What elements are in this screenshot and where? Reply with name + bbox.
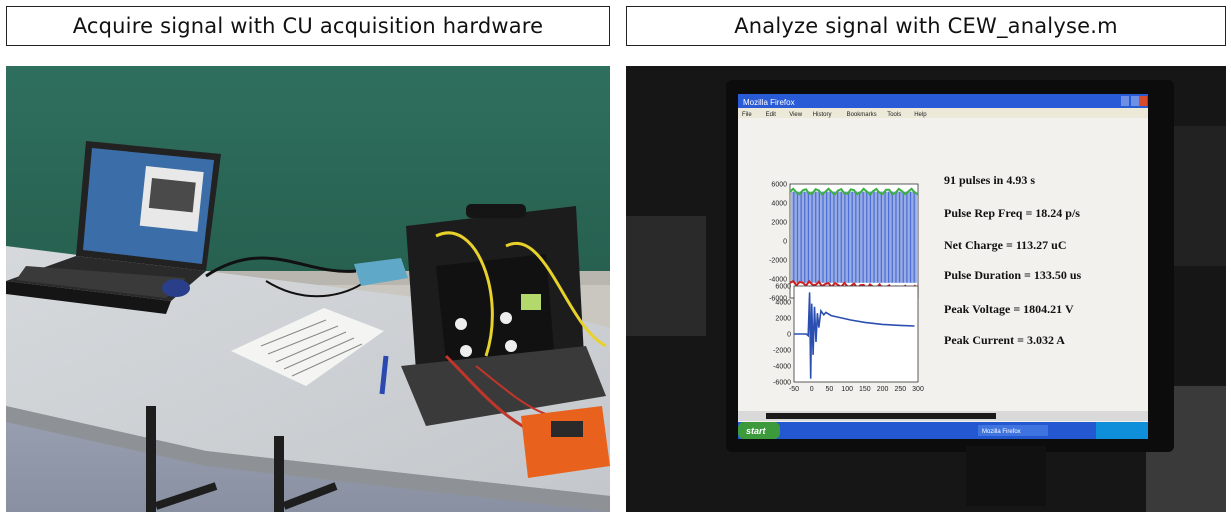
upper-envelope	[789, 187, 919, 196]
y-tick-label: 6000	[771, 182, 787, 189]
photo-analysis-monitor: Mozilla Firefox File Edit View History Bookm…	[626, 66, 1226, 512]
x-tick-label: 150	[859, 386, 871, 393]
taskbar-item	[978, 425, 1048, 436]
x-tick-label: 50	[826, 386, 834, 393]
x-tick-label: -50	[789, 386, 799, 393]
y-tick-label: -2000	[769, 258, 787, 265]
y-tick-label: 2000	[775, 316, 791, 323]
start-button	[738, 422, 780, 439]
laptop	[6, 141, 221, 314]
system-tray	[1096, 422, 1148, 439]
interface-box	[354, 258, 408, 286]
monitor-stand	[966, 446, 1046, 506]
menu-items: File Edit View History Bookmarks Tools Help	[742, 112, 927, 118]
taskbar	[738, 422, 1148, 439]
x-tick-label: 100	[841, 386, 853, 393]
results-panel: 91 pulses in 4.93 s Pulse Rep Freq = 18.2…	[944, 173, 1082, 347]
y-tick-label: -4000	[769, 277, 787, 284]
window-title-bar	[738, 94, 1148, 108]
y-tick-label: 2000	[771, 220, 787, 227]
analysis-scene: Mozilla Firefox File Edit View History Bookm…	[626, 66, 1226, 512]
y-tick-label: 4000	[771, 201, 787, 208]
pen	[379, 355, 389, 395]
menu-bar	[738, 108, 1148, 118]
menu-item[interactable]: View	[789, 112, 803, 118]
x-tick-label: 200	[877, 386, 889, 393]
menu-item[interactable]: File	[742, 112, 752, 118]
caption-acquire: Acquire signal with CU acquisition hardw…	[6, 6, 610, 46]
result-line: Pulse Duration = 133.50 us	[944, 268, 1082, 282]
y-tick-label: -6000	[769, 296, 787, 303]
y-tick-label: -2000	[773, 348, 791, 355]
y-tick-label: -6000	[773, 380, 791, 387]
pulse-waveform	[794, 292, 915, 379]
menu-item[interactable]: Tools	[887, 112, 901, 118]
y-tick-label: -4000	[773, 364, 791, 371]
y-tick-label: 4000	[775, 300, 791, 307]
table-leg	[274, 436, 284, 512]
menu-item[interactable]: Edit	[766, 112, 777, 118]
mouse	[162, 279, 190, 297]
pulse-train-chart: 6000 4000 2000 0 -2000 -4000 -6000	[769, 182, 919, 303]
result-line: Peak Current = 3.032 A	[944, 333, 1065, 347]
cew-device	[521, 406, 610, 478]
paper-sheet	[231, 308, 384, 386]
usb-cable	[205, 256, 357, 278]
window-title: Mozilla Firefox	[743, 98, 795, 107]
result-line: Net Charge = 113.27 uC	[944, 238, 1067, 252]
photo-acquisition-setup	[6, 66, 610, 512]
single-pulse-chart: 6000 4000 2000 0 -2000 -4000 -6000-50 0 50 100 150…	[773, 284, 924, 394]
result-line: Peak Voltage = 1804.21 V	[944, 302, 1074, 316]
acquisition-scene	[6, 66, 610, 512]
menu-item[interactable]: Help	[914, 112, 927, 118]
table-leg	[146, 406, 156, 512]
x-tick-label: 250	[894, 386, 906, 393]
result-line: Pulse Rep Freq = 18.24 p/s	[944, 206, 1080, 220]
caption-analyze: Analyze signal with CEW_analyse.m	[626, 6, 1226, 46]
menu-item[interactable]: Bookmarks	[847, 112, 877, 118]
start-label: start	[746, 426, 767, 436]
x-tick-label: 0	[810, 386, 814, 393]
acquisition-hardware	[401, 204, 606, 426]
plot-area	[793, 285, 919, 383]
yellow-wire	[435, 231, 494, 357]
y-tick-label: 0	[787, 332, 791, 339]
result-line: 91 pulses in 4.93 s	[944, 173, 1035, 187]
menu-item[interactable]: History	[813, 112, 832, 118]
y-tick-label: 0	[783, 239, 787, 246]
y-tick-label: 6000	[775, 284, 791, 291]
taskbar-item-label: Mozilla Firefox	[982, 429, 1021, 435]
close-icon	[1139, 96, 1147, 106]
x-tick-label: 300	[912, 386, 924, 393]
